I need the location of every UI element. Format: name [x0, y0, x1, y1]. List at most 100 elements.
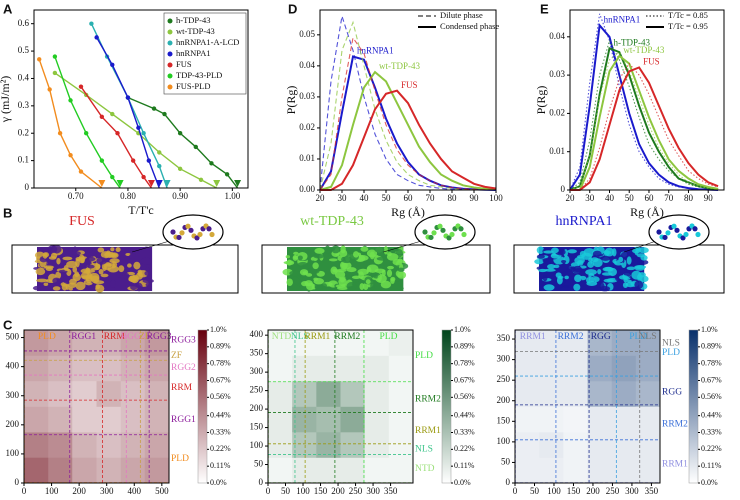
chain-blob	[75, 257, 82, 262]
heat-cell	[120, 406, 146, 433]
y-tick-label: 0	[259, 477, 264, 487]
chain-blob	[71, 251, 81, 256]
chain-blob	[56, 257, 61, 265]
heat-cell	[388, 330, 414, 356]
heat-cell	[292, 406, 317, 433]
x-tick-label: 90	[470, 193, 480, 203]
critical-temperature	[155, 180, 163, 187]
y-tick-label: 0.01	[299, 153, 315, 163]
heat-cell	[292, 457, 317, 484]
x-tick-label: 40	[605, 193, 615, 203]
chain-blob	[390, 276, 396, 282]
inset-chain	[170, 229, 176, 235]
heat-cell	[316, 432, 341, 458]
chain-blob	[363, 282, 369, 290]
chain-blob	[127, 263, 132, 268]
fit-extension	[143, 176, 153, 189]
data-point	[151, 106, 157, 111]
snapshot-label: hnRNPA1	[555, 214, 612, 229]
y-tick-label: 100	[6, 448, 20, 458]
domain-label: RGG2	[121, 332, 146, 342]
y-tick-label: 350	[497, 333, 511, 343]
colorbar-tick-label: 0.11%	[701, 461, 722, 470]
y-axis-label: P(Rg)	[284, 86, 298, 115]
colorbar-tick-label: 0.0%	[210, 478, 227, 487]
data-point	[198, 177, 204, 182]
domain-label: RGG2	[171, 363, 196, 373]
x-tick-label: 250	[606, 486, 620, 496]
domain-label: RGG	[591, 332, 611, 342]
heat-cell	[292, 355, 317, 382]
colorbar-tick-label: 0.56%	[454, 392, 475, 401]
x-tick-label: 100	[296, 486, 310, 496]
heat-cell	[268, 432, 293, 458]
heat-cell	[292, 432, 317, 458]
heat-cell	[515, 406, 540, 433]
domain-label: PLD	[415, 351, 433, 361]
legend-marker	[167, 29, 173, 35]
chain-blob	[301, 280, 309, 287]
chain-blob	[115, 247, 121, 253]
x-tick-label: 1.00	[224, 191, 240, 201]
heat-cell	[611, 406, 637, 433]
domain-label: RGG	[662, 388, 682, 398]
chain-blob	[551, 247, 559, 254]
domain-label: NLS	[662, 338, 680, 348]
x-tick-label: 20	[316, 193, 326, 203]
y-axis-label: γ (mJ/m²)	[0, 76, 12, 124]
data-point	[57, 131, 63, 136]
critical-temperature	[116, 180, 124, 187]
chain-blob	[306, 273, 313, 277]
inset-chain	[449, 231, 455, 238]
curve-label: h-TDP-43	[613, 37, 650, 47]
chain-blob	[85, 256, 96, 262]
chain-blob	[395, 276, 400, 282]
y-tick-label: 0.03	[299, 91, 315, 101]
data-point	[136, 125, 141, 130]
chain-blob	[285, 255, 290, 259]
y-tick-label: 300	[6, 390, 20, 400]
chain-blob	[130, 284, 138, 291]
heat-cell	[120, 380, 146, 407]
domain-label: NTD	[272, 332, 292, 342]
y-tick-label: 0.02	[299, 122, 315, 132]
chain-blob	[314, 247, 325, 254]
heat-cell	[120, 432, 146, 458]
colorbar	[688, 329, 699, 484]
heat-cell	[292, 381, 317, 407]
chain-blob	[324, 245, 331, 254]
inset-chain	[656, 229, 662, 235]
data-point	[141, 131, 146, 136]
chain-blob	[145, 282, 152, 287]
chain-blob	[128, 275, 138, 283]
heat-cell	[96, 432, 122, 458]
fit-extension	[80, 171, 103, 189]
x-tick-label: 70	[426, 193, 436, 203]
chain-blob	[109, 258, 120, 264]
chain-blob	[557, 275, 564, 279]
chain-blob	[359, 283, 365, 290]
x-tick-label: 50	[530, 486, 540, 496]
colorbar-tick-label: 0.0%	[454, 478, 471, 487]
chain-blob	[380, 280, 392, 289]
legend-label: FUS	[176, 59, 192, 69]
inset-chain	[197, 231, 203, 238]
chain-blob	[585, 269, 597, 276]
colorbar-tick-label: 0.56%	[701, 392, 722, 401]
alt-curve	[570, 62, 719, 191]
inset-chain	[431, 230, 437, 236]
chain-blob	[313, 253, 325, 259]
heat-cell	[72, 355, 97, 382]
colorbar-tick-label: 0.78%	[454, 358, 475, 367]
x-tick-label: 0	[513, 486, 518, 496]
y-tick-label: 0	[561, 184, 566, 194]
y-tick-label: 150	[250, 422, 264, 432]
x-tick-label: 250	[349, 486, 363, 496]
y-axis-label: P(Rg)	[534, 86, 548, 115]
x-tick-label: 500	[155, 486, 169, 496]
chain-blob	[116, 271, 123, 278]
chain-blob	[397, 271, 407, 279]
x-tick-label: 400	[128, 486, 142, 496]
domain-label: NLS	[415, 445, 433, 455]
chain-blob	[98, 269, 104, 275]
